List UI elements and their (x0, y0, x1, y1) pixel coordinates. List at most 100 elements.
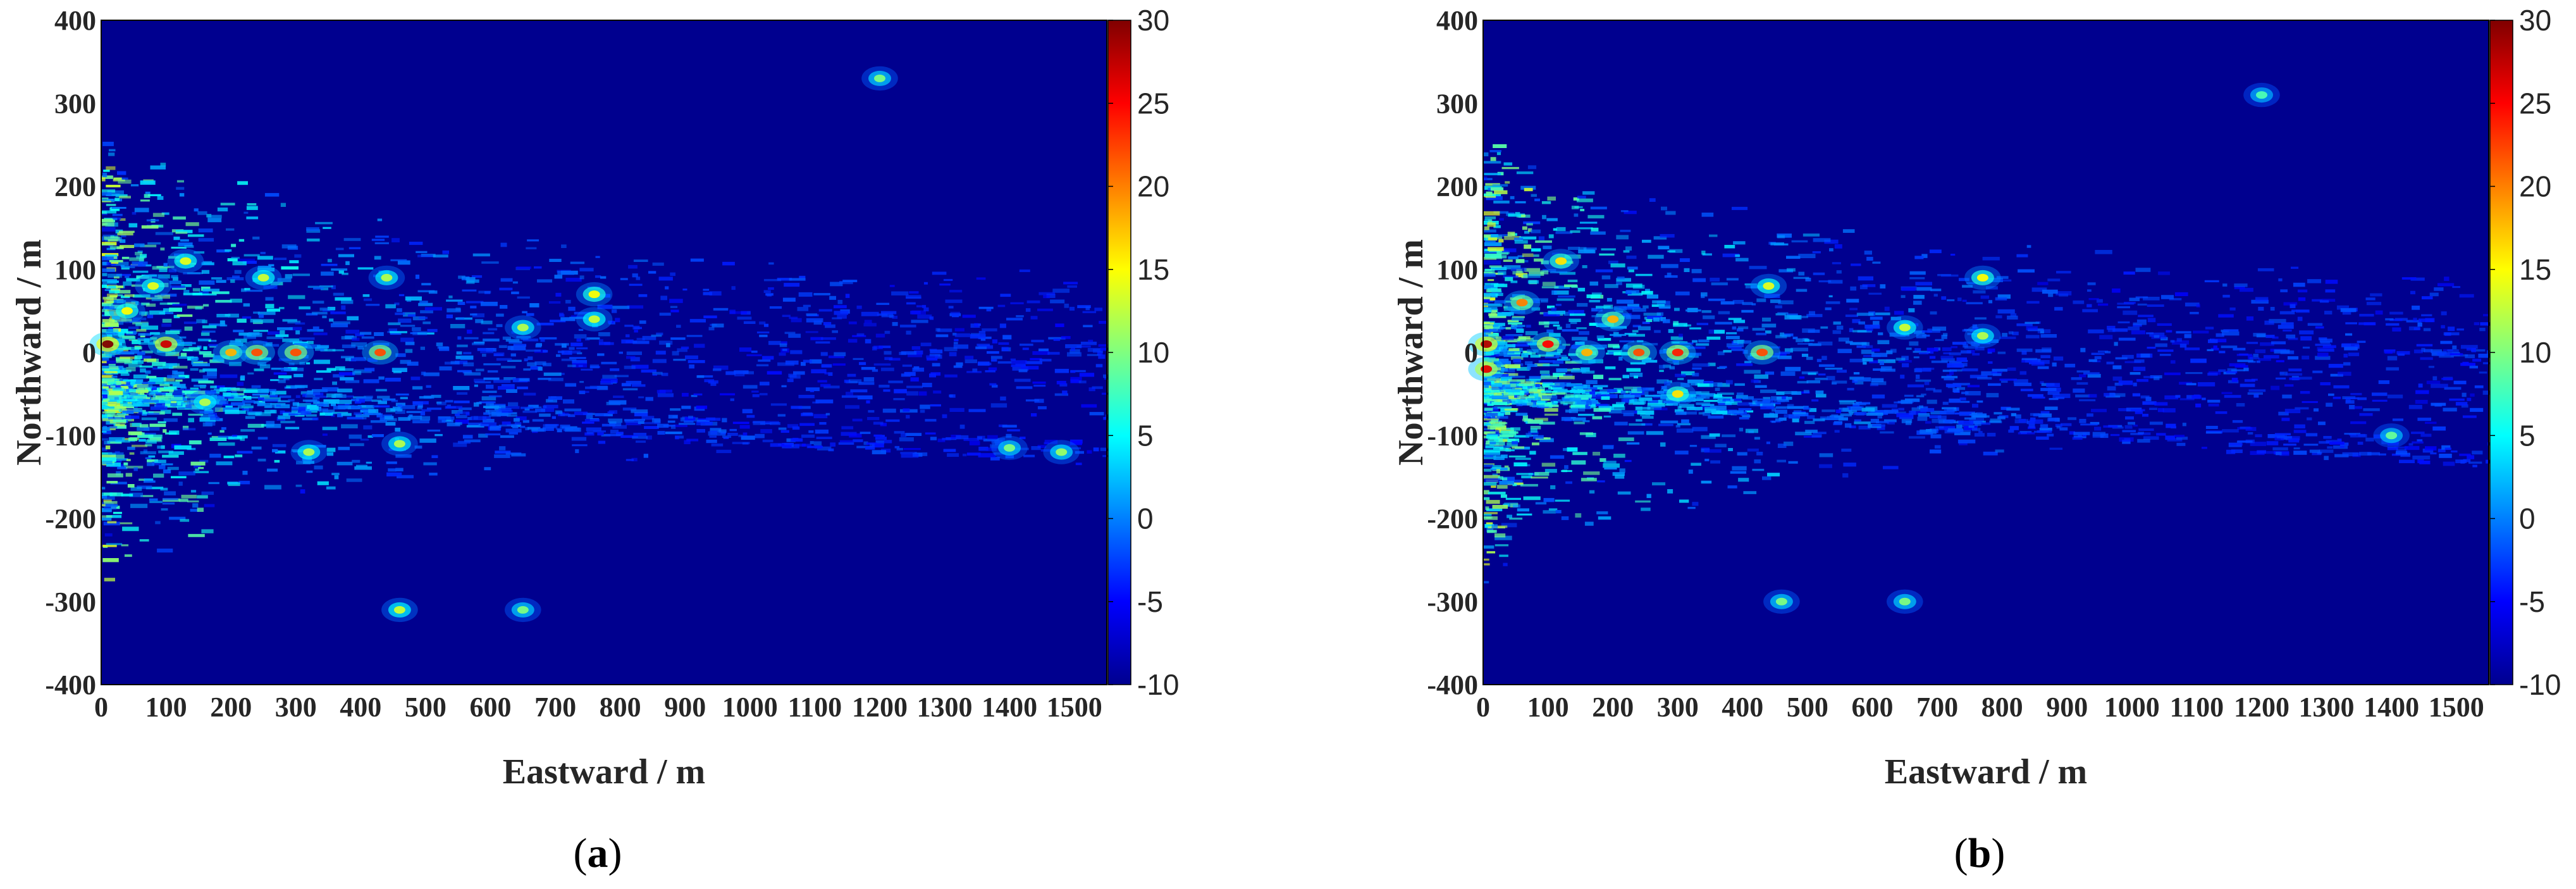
colorbar-tick-label: 30 (1137, 4, 1169, 37)
y-tick-label: -400 (45, 669, 96, 700)
caption-letter: a (588, 830, 608, 876)
x-tick-label: 1300 (2299, 692, 2355, 723)
plot-frame (1482, 20, 2489, 685)
plot-noise (1483, 144, 2504, 583)
hot-spot (1581, 349, 1593, 356)
x-tick-label: 700 (534, 692, 576, 723)
x-tick-label: 200 (1592, 692, 1634, 723)
heatmap-svg-a: 0 100 200 300 400 500 600 700 800 900 1000 1100 1200… (9, 4, 1179, 876)
x-tick-label: 1200 (2234, 692, 2289, 723)
hot-spot (251, 349, 263, 356)
x-tick-labels: 0 100 200 300 400 500 600 700 800 900 1000 1100 1200… (1476, 692, 2484, 723)
x-tick-label: 1000 (722, 692, 778, 723)
x-tick-label: 900 (2046, 692, 2088, 723)
y-tick-label: -100 (45, 420, 96, 451)
x-tick-label: 100 (145, 692, 187, 723)
x-tick-label: 500 (1787, 692, 1828, 723)
y-tick-label: -300 (1427, 587, 1478, 618)
x-tick-label: 200 (210, 692, 252, 723)
plot-noise (101, 142, 1123, 581)
hot-spot (1899, 323, 1911, 332)
plot-spots (89, 66, 1080, 623)
hot-spot (2386, 432, 2398, 440)
x-tick-label: 1100 (788, 692, 842, 723)
hot-spot (393, 440, 405, 448)
panel-a: 0 100 200 300 400 500 600 700 800 900 1000 1100 1200… (9, 4, 1179, 876)
hot-spot (588, 290, 600, 299)
caption-b: (b) (1954, 830, 2006, 876)
hot-spot (225, 349, 237, 356)
hot-spot (1481, 340, 1493, 348)
colorbar-tick-label: -5 (2519, 585, 2545, 618)
x-tick-label: 1300 (917, 692, 973, 723)
heatmap-svg-b: 0 100 200 300 400 500 600 700 800 900 1000 1100 1200… (1391, 4, 2561, 876)
hot-spot (1672, 349, 1684, 356)
hot-spot (1899, 597, 1911, 606)
colorbar-tick-label: 20 (2519, 170, 2551, 203)
svg-text:(a): (a) (574, 830, 622, 876)
hot-spot (374, 349, 386, 356)
colorbar-tick-label: 25 (1137, 87, 1169, 120)
x-tick-label: 1200 (852, 692, 908, 723)
hot-spot (1056, 448, 1068, 456)
y-tick-label: 400 (54, 5, 96, 36)
hot-spot (121, 307, 133, 315)
y-tick-labels: 400 300 200 100 0 -100 -200 -300 -400 (45, 5, 96, 700)
x-tick-label: 700 (1916, 692, 1958, 723)
hot-spot (1775, 597, 1787, 606)
hot-spot (1555, 257, 1567, 265)
colorbar-tick-label: 15 (2519, 253, 2551, 286)
colorbar-tick-label: 10 (2519, 336, 2551, 369)
hot-spot (180, 257, 192, 265)
hot-spot (1516, 299, 1528, 307)
hot-spot (290, 349, 302, 356)
hot-spot (381, 273, 393, 282)
hot-spot (393, 606, 405, 614)
hot-spot (1004, 444, 1016, 452)
x-tick-label: 0 (1476, 692, 1490, 723)
hot-spot (874, 74, 885, 82)
y-tick-label: -200 (1427, 504, 1478, 535)
colorbar-tick-labels: 30 25 20 15 10 5 0 -5 -10 (2490, 4, 2561, 701)
x-tick-label: 100 (1527, 692, 1569, 723)
colorbar-tick-label: 0 (2519, 502, 2536, 535)
hot-spot (1672, 390, 1684, 398)
y-tick-labels: 400 300 200 100 0 -100 -200 -300 -400 (1427, 5, 1478, 700)
x-tick-label: 400 (1722, 692, 1763, 723)
colorbar-tick-label: 10 (1137, 336, 1169, 369)
y-tick-label: -300 (45, 587, 96, 618)
y-tick-label: 100 (54, 254, 96, 285)
colorbar-tick-label: 30 (2519, 4, 2551, 37)
x-tick-labels: 0 100 200 300 400 500 600 700 800 900 1000 1100 1200… (94, 692, 1102, 723)
y-tick-label: 300 (1436, 88, 1478, 119)
hot-spot (1542, 340, 1554, 348)
x-tick-label: 300 (1657, 692, 1699, 723)
hot-spot (1607, 315, 1619, 323)
y-axis-label: Northward / m (9, 239, 49, 466)
x-tick-label: 1100 (2170, 692, 2224, 723)
x-tick-label: 500 (405, 692, 447, 723)
x-tick-label: 1500 (1047, 692, 1102, 723)
y-tick-label: -100 (1427, 420, 1478, 451)
y-tick-label: 200 (54, 171, 96, 202)
colorbar-tick-label: 15 (1137, 253, 1169, 286)
plot-background (1483, 20, 2489, 685)
colorbar-tick-label: -5 (1137, 585, 1163, 618)
x-tick-label: 1000 (2104, 692, 2160, 723)
hot-spot (1756, 349, 1768, 356)
hot-spot (1976, 332, 1988, 340)
hot-spot (199, 398, 211, 406)
y-tick-label: -400 (1427, 669, 1478, 700)
hot-spot (517, 323, 529, 332)
colorbar-tick-label: 5 (1137, 419, 1154, 452)
x-tick-label: 1400 (2363, 692, 2419, 723)
x-tick-label: 400 (340, 692, 381, 723)
caption-letter: b (1968, 830, 1992, 876)
hot-spot (517, 606, 529, 614)
y-tick-label: 0 (82, 337, 96, 368)
hot-spot (2256, 91, 2267, 99)
x-tick-label: 0 (94, 692, 108, 723)
x-tick-label: 300 (275, 692, 317, 723)
x-axis-label: Eastward / m (503, 752, 705, 792)
hot-spot (303, 448, 315, 456)
